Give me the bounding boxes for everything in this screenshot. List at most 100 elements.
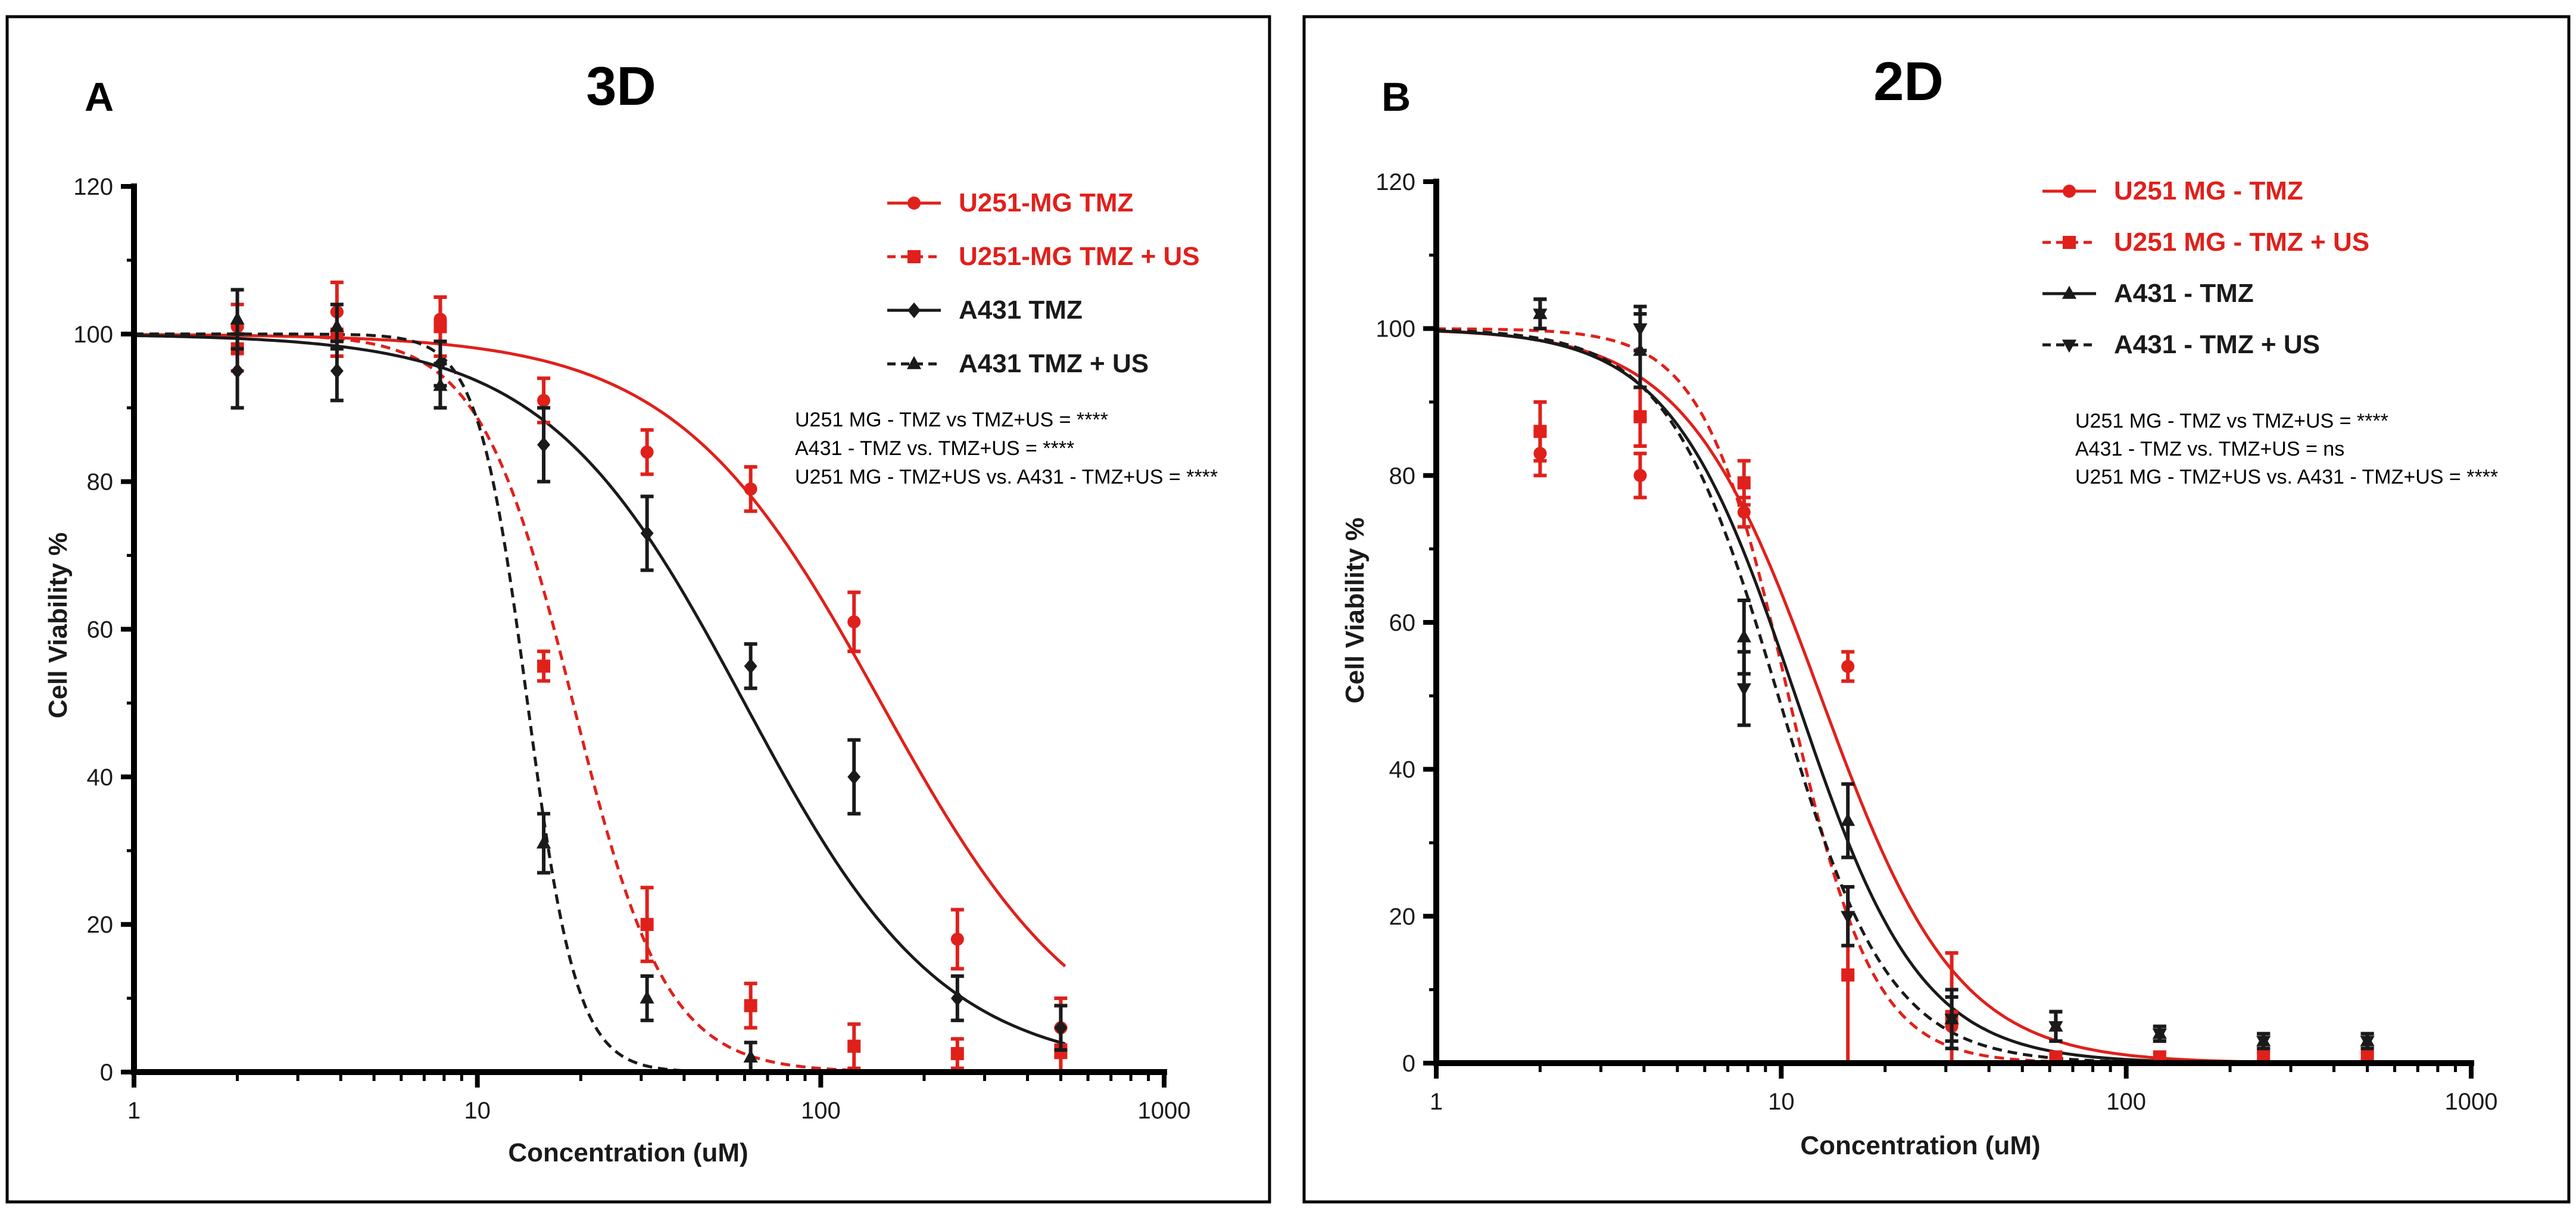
- panel-2d-point-3-3: [1841, 885, 1855, 948]
- data-marker: [1737, 506, 1751, 519]
- data-marker: [1736, 629, 1751, 643]
- data-marker: [1633, 323, 1648, 337]
- legend-label: A431 - TMZ + US: [2114, 330, 2320, 359]
- panel-2d-x-tick-label: 100: [2106, 1089, 2146, 1115]
- panel-3d-y-tick-label: 0: [100, 1060, 113, 1086]
- data-marker: [1533, 309, 1548, 322]
- legend-label: A431 TMZ + US: [959, 349, 1149, 378]
- panel-2d-y-tick-label: 100: [1376, 316, 1415, 342]
- panel-3d-legend-item-2: A431 TMZ: [887, 295, 1083, 325]
- data-marker: [230, 311, 245, 325]
- legend-label: A431 - TMZ: [2114, 279, 2254, 308]
- panel-2d-stat-line-0: U251 MG - TMZ vs TMZ+US = ****: [2075, 410, 2388, 432]
- legend-label: U251 MG - TMZ: [2114, 176, 2303, 205]
- panel-3d-y-tick-label: 20: [87, 912, 114, 938]
- data-marker: [744, 658, 757, 674]
- data-marker: [1533, 425, 1547, 438]
- panel-2d-point-0-1: [1633, 451, 1647, 500]
- panel-2d-legend-item-0: U251 MG - TMZ: [2042, 176, 2303, 205]
- legend-marker: [2063, 236, 2076, 249]
- panel-3d-point-0-6: [847, 590, 861, 653]
- panel-2d-point-3-1: [1633, 304, 1648, 353]
- data-marker: [1841, 911, 1855, 924]
- data-marker: [640, 990, 654, 1004]
- panel-3d-point-2-4: [640, 494, 654, 572]
- data-marker: [847, 1039, 861, 1053]
- data-marker: [1944, 1014, 1959, 1027]
- panel-2d-point-3-4: [1944, 995, 1959, 1043]
- panel-3d-point-0-7: [950, 908, 964, 971]
- panel-2d-stat-line-1: A431 - TMZ vs. TMZ+US = ns: [2075, 438, 2344, 460]
- data-marker: [950, 990, 964, 1007]
- data-marker: [330, 363, 344, 379]
- panel-3d-stat-line-2: U251 MG - TMZ+US vs. A431 - TMZ+US = ***…: [795, 466, 1218, 488]
- panel-2d-point-3-2: [1736, 650, 1751, 727]
- data-marker: [230, 363, 244, 379]
- panel-3d-letter: A: [85, 74, 114, 120]
- panel-3d-legend-item-0: U251-MG TMZ: [887, 188, 1133, 217]
- data-marker: [2256, 1036, 2271, 1049]
- data-marker: [2360, 1036, 2375, 1049]
- panel-2d-stat-line-2: U251 MG - TMZ+US vs. A431 - TMZ+US = ***…: [2075, 466, 2498, 488]
- data-marker: [1841, 812, 1855, 826]
- data-marker: [2152, 1028, 2167, 1042]
- legend-marker: [907, 197, 921, 210]
- panel-2d-point-3-5: [2048, 1010, 2063, 1043]
- panel-3d-legend-item-3: A431 TMZ + US: [887, 349, 1149, 378]
- panel-2d-point-3-7: [2256, 1032, 2271, 1051]
- data-marker: [744, 482, 757, 496]
- panel-3d-x-tick-label: 1: [127, 1098, 141, 1124]
- legend-label: U251-MG TMZ + US: [959, 242, 1200, 271]
- legend-marker: [2062, 285, 2077, 299]
- panel-2d-y-tick-label: 120: [1376, 169, 1415, 195]
- panel-3d-point-2-1: [330, 339, 344, 403]
- data-marker: [434, 320, 447, 334]
- panel-2d-x-tick-label: 10: [1768, 1089, 1795, 1115]
- panel-3d-y-tick-label: 100: [73, 322, 113, 348]
- legend-marker: [907, 302, 921, 319]
- data-marker: [744, 999, 757, 1012]
- data-marker: [1633, 469, 1647, 482]
- panel-3d-stat-line-1: A431 - TMZ vs. TMZ+US = ****: [795, 437, 1074, 460]
- panel-2d-y-tick-label: 60: [1389, 610, 1416, 636]
- panel-3d-x-tick-label: 100: [801, 1098, 841, 1124]
- panel-2d-x-tick-label: 1: [1430, 1089, 1443, 1115]
- panel-3d-curve-2: [133, 334, 1066, 1046]
- panel-3d-stat-line-0: U251 MG - TMZ vs TMZ+US = ****: [795, 409, 1108, 431]
- data-marker: [847, 769, 861, 785]
- data-marker: [640, 918, 654, 932]
- panel-3d-point-1-4: [640, 886, 654, 964]
- panel-2d-y-tick-label: 40: [1389, 757, 1416, 783]
- panel-3d-point-1-7: [950, 1037, 964, 1070]
- panel-3d-point-2-6: [847, 738, 861, 816]
- panel-3d-title: 3D: [586, 56, 656, 117]
- panel-3d-y-tick-label: 60: [87, 617, 114, 643]
- panel-3d-legend-item-1: U251-MG TMZ + US: [887, 242, 1200, 271]
- panel-3d-point-0-4: [640, 428, 654, 476]
- legend-marker: [2063, 185, 2076, 198]
- panel-3d-y-tick-label: 80: [87, 469, 114, 496]
- data-marker: [950, 1047, 964, 1061]
- data-marker: [1633, 410, 1647, 423]
- panel-3d-x-tick-label: 10: [464, 1098, 491, 1124]
- panel-3d-y-tick-label: 120: [73, 174, 113, 200]
- data-marker: [537, 437, 551, 453]
- panel-3d-y-axis-label: Cell Viability %: [43, 532, 73, 718]
- panel-2d-y-tick-label: 0: [1402, 1051, 1415, 1077]
- data-marker: [536, 835, 551, 849]
- panel-2d-legend-item-3: A431 - TMZ + US: [2042, 330, 2320, 359]
- panel-2d-y-tick-label: 20: [1389, 904, 1416, 930]
- panel-2d-point-1-1: [1633, 385, 1647, 448]
- panel-2d-point-2-3: [1841, 782, 1855, 859]
- data-marker: [743, 1049, 758, 1063]
- panel-2d-point-1-2: [1737, 459, 1751, 507]
- panel-3d-point-2-7: [950, 974, 964, 1023]
- panel-2d-y-axis-label: Cell Viability %: [1340, 518, 1370, 703]
- panel-2d-legend-item-2: A431 - TMZ: [2042, 279, 2254, 308]
- legend-marker: [906, 356, 922, 369]
- data-marker: [1736, 683, 1751, 697]
- data-marker: [1737, 476, 1751, 490]
